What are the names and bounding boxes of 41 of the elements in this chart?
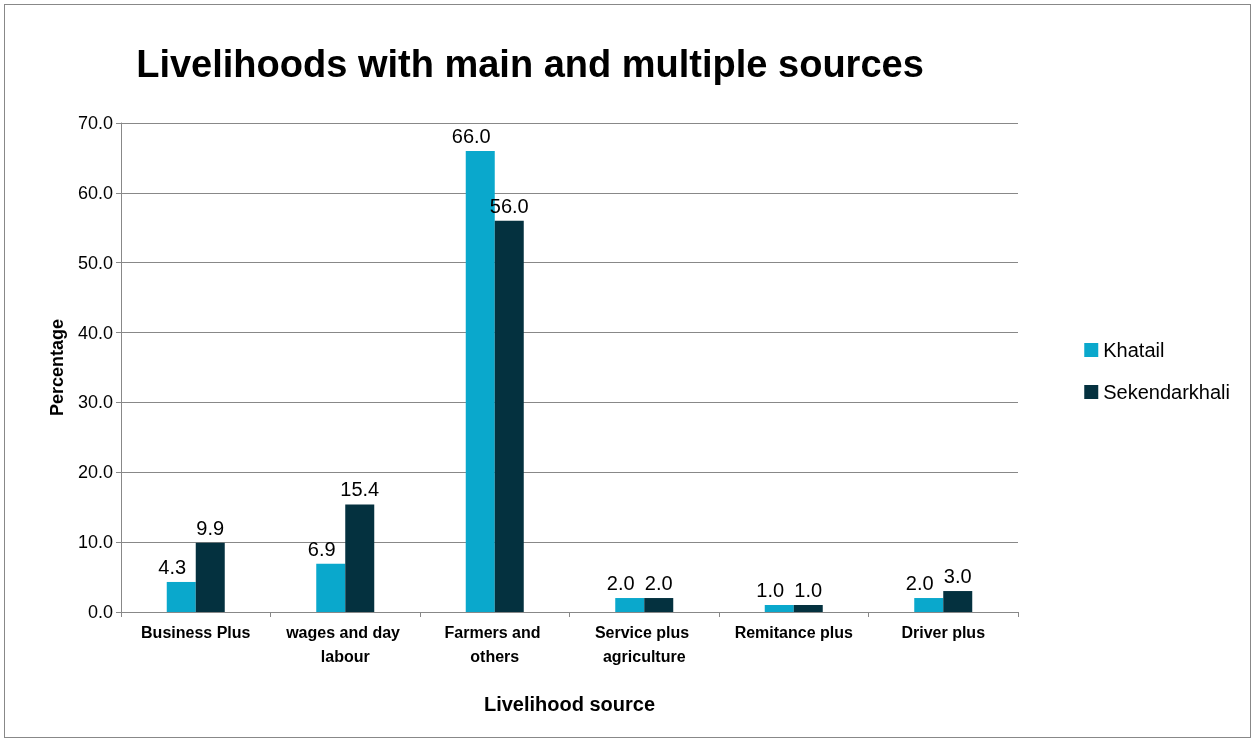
- bar: [494, 220, 524, 612]
- text: 10.0: [77, 532, 113, 553]
- text: 20.0: [77, 462, 113, 483]
- x-tick-label: Farmers and others: [444, 623, 545, 665]
- data-label: 15.4: [340, 478, 380, 501]
- bar: [615, 598, 645, 612]
- data-label: 9.9: [196, 516, 225, 539]
- text: 0.0: [87, 602, 113, 622]
- bar: [764, 605, 794, 612]
- text: 30.0: [77, 392, 113, 413]
- x-tick-label: Remitance plus: [734, 623, 853, 641]
- data-label: 66.0: [451, 124, 491, 147]
- text: 70.0: [77, 113, 113, 133]
- bar: [644, 598, 674, 612]
- bar: [345, 504, 375, 612]
- bar: [793, 605, 823, 612]
- bar: [195, 542, 225, 612]
- legend-label: Sekendarkhali: [1103, 381, 1230, 403]
- x-tick-label: wages and day labour: [285, 623, 405, 665]
- x-tick-label: Business Plus: [141, 623, 251, 641]
- legend-label: Khatail: [1103, 339, 1165, 361]
- data-label: 4.3: [158, 555, 187, 578]
- data-label: 6.9: [307, 537, 336, 560]
- text: 40.0: [77, 322, 113, 343]
- y-axis-title: Percentage: [47, 318, 67, 417]
- bar: [943, 591, 973, 612]
- x-axis-title: Livelihood source: [483, 693, 656, 715]
- chart-title: Livelihoods with main and multiple sources: [136, 43, 924, 85]
- data-label: 2.0: [606, 572, 635, 595]
- data-label: 3.0: [943, 565, 972, 588]
- bar: [166, 581, 196, 612]
- bar: [914, 598, 944, 612]
- bar: [316, 563, 346, 612]
- x-tick-label: Driver plus: [901, 623, 986, 641]
- x-tick-label: Service plus agriculture: [594, 623, 694, 665]
- text: 50.0: [77, 252, 113, 273]
- data-label: 2.0: [644, 572, 673, 595]
- data-label: 1.0: [756, 579, 785, 602]
- data-label: 1.0: [794, 579, 823, 602]
- text: 60.0: [77, 182, 113, 203]
- data-label: 2.0: [905, 572, 934, 595]
